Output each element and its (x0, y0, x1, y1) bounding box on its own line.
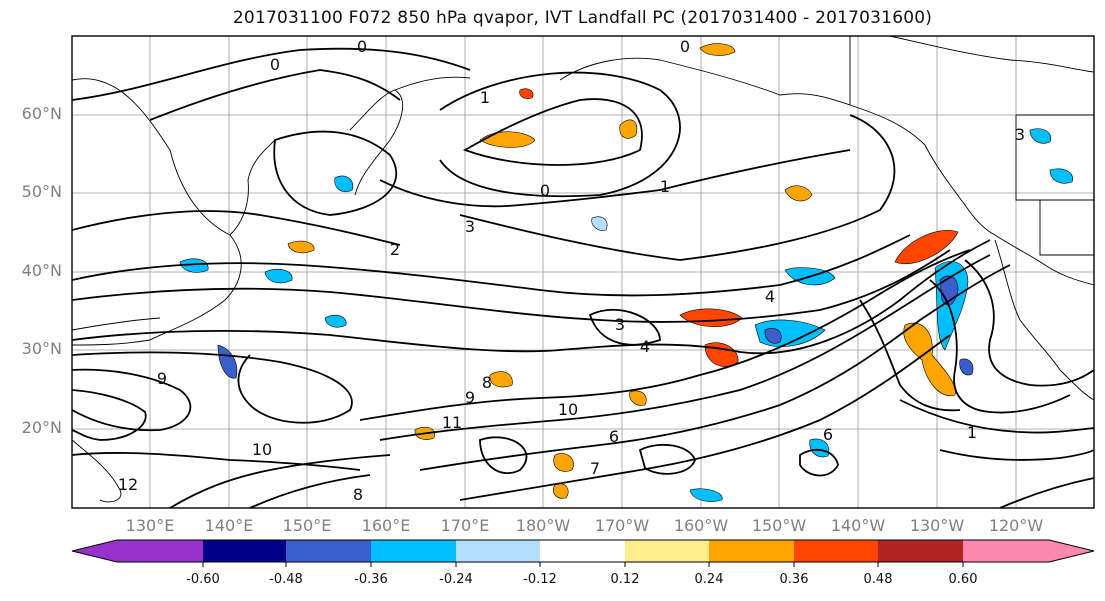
contour-label: 0 (540, 181, 550, 200)
contour-label: 9 (157, 369, 167, 388)
lon-label: 180°W (515, 516, 571, 535)
cool-anomaly-patches (179, 128, 1073, 502)
lon-label: 130°W (909, 516, 965, 535)
contour-label: 1 (967, 423, 977, 442)
lon-label: 170°E (440, 516, 490, 535)
colorbar-outline (71, 539, 1095, 563)
contour-label: 10 (558, 400, 578, 419)
contour-label: 1 (480, 88, 490, 107)
contour-label: 1 (660, 177, 670, 196)
colorbar-tick-label: 0.36 (779, 572, 809, 587)
colorbar-segment (456, 540, 540, 562)
lon-label: 140°E (204, 516, 254, 535)
lon-label: 140°W (830, 516, 886, 535)
lon-label: 120°W (988, 516, 1044, 535)
lon-label: 160°E (361, 516, 411, 535)
lon-label: 150°W (751, 516, 807, 535)
colorbar-tick-label: 0.48 (863, 572, 893, 587)
contour-label: 3 (1015, 125, 1025, 144)
map-frame (71, 35, 1095, 509)
coastlines (72, 36, 1094, 503)
contour-label: 7 (590, 459, 600, 478)
contour-label: 12 (118, 475, 138, 494)
colorbar-segment (878, 540, 963, 562)
contour-label: 6 (609, 427, 619, 446)
contour-label: 2 (390, 240, 400, 259)
lat-label: 30°N (21, 339, 62, 358)
colorbar-segment (709, 540, 794, 562)
colorbar-tick-label: -0.12 (523, 572, 557, 587)
contour-label: 3 (465, 217, 475, 236)
contour-label: 11 (442, 413, 462, 432)
colorbar-segment (540, 540, 625, 562)
contour-label: 8 (482, 373, 492, 392)
colorbar-segment (794, 540, 878, 562)
lat-label: 50°N (21, 182, 62, 201)
contour-label: 9 (465, 388, 475, 407)
lat-label: 60°N (21, 104, 62, 123)
colorbar-tick-label: -0.48 (269, 572, 303, 587)
colorbar-tick-label: 0.24 (694, 572, 724, 587)
colorbar-segment (203, 540, 286, 562)
contour-label: 8 (353, 485, 363, 504)
lon-label: 170°W (594, 516, 650, 535)
colorbar-segment (72, 540, 203, 562)
lon-label: 150°E (282, 516, 332, 535)
contour-label: 0 (270, 55, 280, 74)
colorbar-tick-label: 0.60 (948, 572, 978, 587)
map-title: 2017031100 F072 850 hPa qvapor, IVT Land… (232, 8, 933, 28)
contour-label: 0 (357, 37, 367, 56)
contour-label: 10 (252, 440, 272, 459)
lon-label: 130°E (125, 516, 175, 535)
contour-label: 6 (823, 425, 833, 444)
colorbar-tick-label: -0.24 (439, 572, 473, 587)
colorbar-tick-label: -0.36 (354, 572, 388, 587)
warm-anomaly-patches (287, 43, 959, 499)
contour-label: 4 (765, 287, 775, 306)
lat-label: 20°N (21, 418, 62, 437)
colorbar-tick-label: 0.12 (610, 572, 640, 587)
contour-lines (72, 47, 1094, 508)
colorbar-segment (625, 540, 709, 562)
lon-label: 160°W (673, 516, 729, 535)
contour-labels: 0 0 0 0 1 1 1 2 3 3 3 4 4 6 6 7 8 8 9 9 … (118, 37, 1025, 504)
contour-label: 4 (640, 337, 650, 356)
colorbar-segment (286, 540, 371, 562)
colorbar-segment (371, 540, 456, 562)
colorbar (71, 539, 1095, 567)
lat-label: 40°N (21, 261, 62, 280)
colorbar-tick-label: -0.60 (186, 572, 220, 587)
colorbar-segment (963, 540, 1094, 562)
contour-label: 3 (615, 315, 625, 334)
contour-label: 0 (680, 37, 690, 56)
